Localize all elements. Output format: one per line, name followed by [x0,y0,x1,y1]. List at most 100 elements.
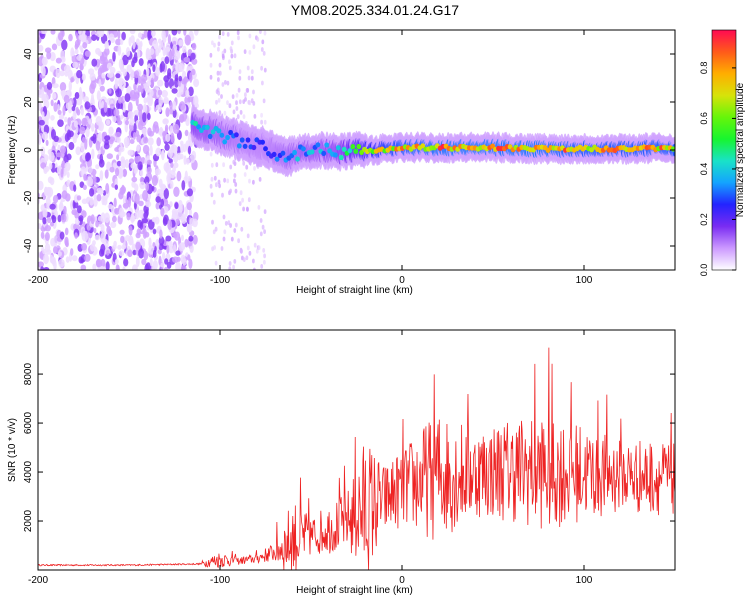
noise-cell [65,102,70,110]
x-tick-label: -100 [210,575,230,586]
noise-cell [66,171,70,178]
noise-cell [181,242,186,250]
noise-cell [105,119,111,126]
y-tick-label: 8000 [23,363,34,386]
noise-cell [152,64,156,73]
noise-cell [250,98,254,104]
noise-cell [120,235,125,243]
noise-cell [66,129,72,141]
noise-cell [130,212,135,222]
noise-cell [181,234,184,241]
snr-series [38,347,675,570]
noise-cell [186,188,193,197]
noise-cell [95,140,101,151]
noise-cell [64,161,71,172]
noise-cell [172,144,178,154]
noise-cell [139,169,144,177]
noise-cell [223,177,227,183]
noise-cell [180,140,184,146]
noise-cell [168,245,174,254]
noise-cell [184,34,191,46]
noise-cell [122,266,126,270]
noise-cell [147,127,152,136]
noise-cell [244,92,247,98]
noise-cell [194,30,199,36]
noise-cell [132,40,136,50]
noise-cell [152,249,157,258]
ridge-peak [228,129,234,136]
noise-cell [126,212,131,221]
noise-cell [246,65,250,71]
noise-cell [237,35,240,41]
noise-cell [106,72,114,78]
noise-cell [115,88,122,98]
noise-cell [242,206,246,212]
noise-cell [118,58,124,70]
noise-cell [45,139,49,146]
noise-cell [209,183,213,189]
ridge-peak [309,149,315,155]
noise-cell [138,109,143,119]
noise-cell [149,258,153,267]
noise-cell [247,75,251,81]
noise-cell [118,191,124,200]
noise-cell [58,202,64,212]
noise-cell [107,229,113,237]
noise-cell [260,65,263,71]
noise-cell [149,89,154,98]
noise-cell [96,30,102,38]
noise-cell [242,99,246,104]
noise-cell [222,214,226,220]
noise-cell [148,219,155,230]
noise-cell [144,87,151,93]
noise-cell [224,80,227,85]
noise-cell [96,90,101,102]
noise-cell [142,103,148,114]
noise-cell [115,73,121,79]
noise-cell [117,77,124,87]
noise-cell [168,50,173,61]
noise-cell [88,68,95,75]
noise-cell [234,188,238,194]
noise-cell [185,158,190,165]
heatmap-cells [38,30,675,270]
noise-cell [57,214,62,223]
noise-cell [242,257,246,262]
noise-cell [246,233,250,239]
noise-cell [45,196,51,207]
noise-cell [106,62,112,70]
noise-cell [157,79,164,87]
noise-cell [235,100,238,106]
noise-cell [228,59,231,65]
noise-cell [76,195,82,201]
noise-cell [221,53,225,59]
ridge-peak [271,151,277,157]
noise-cell [53,102,58,112]
noise-cell [55,68,61,79]
x-tick-label: 0 [399,275,405,286]
noise-cell [213,42,216,48]
noise-cell [60,145,66,154]
noise-cell [229,188,233,194]
noise-cell [103,101,108,113]
noise-cell [176,209,183,220]
noise-cell [61,39,68,51]
noise-cell [75,146,81,156]
noise-cell [143,97,148,104]
noise-cell [133,109,140,116]
noise-cell [163,188,169,200]
noise-cell [232,109,236,115]
noise-cell [38,134,42,146]
noise-cell [172,108,177,119]
ridge-peak [341,146,347,152]
noise-cell [100,100,105,109]
noise-cell [51,215,57,224]
noise-cell [90,243,96,252]
noise-cell [248,250,252,256]
noise-cell [137,209,145,219]
noise-cell [43,267,50,270]
noise-cell [209,151,213,157]
noise-cell [117,45,122,56]
noise-cell [79,126,86,135]
noise-cell [217,46,220,52]
